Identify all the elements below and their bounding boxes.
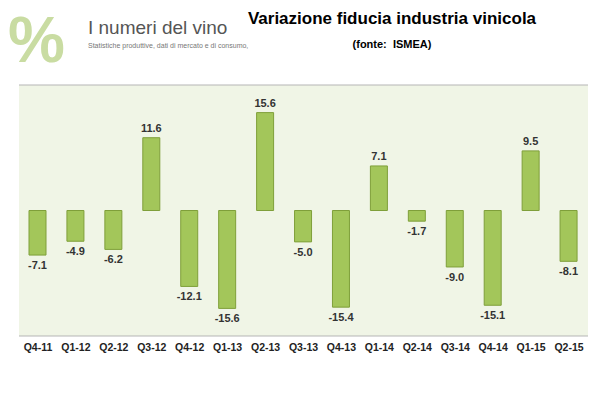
svg-text:Q2-14: Q2-14 [403,341,432,353]
svg-text:-8.1: -8.1 [559,265,578,277]
svg-text:(fonte: ISMEA): (fonte: ISMEA) [353,38,432,50]
svg-text:Variazione fiducia industria v: Variazione fiducia industria vinicola [248,9,537,28]
svg-text:Q3-14: Q3-14 [441,341,470,353]
svg-text:-4.9: -4.9 [66,245,85,257]
svg-text:Q3-13: Q3-13 [289,341,318,353]
svg-text:I numeri del vino: I numeri del vino [88,17,227,38]
svg-text:-9.0: -9.0 [445,271,464,283]
svg-text:-6.2: -6.2 [104,253,123,265]
svg-text:Q1-12: Q1-12 [61,341,90,353]
svg-text:Q4-11: Q4-11 [24,341,53,353]
svg-text:7.1: 7.1 [371,150,386,162]
svg-text:11.6: 11.6 [141,122,162,134]
svg-text:Q4-14: Q4-14 [479,341,508,353]
svg-text:-5.0: -5.0 [294,246,313,258]
svg-text:Q2-15: Q2-15 [554,341,583,353]
svg-text:%: % [8,4,65,76]
svg-text:Q3-12: Q3-12 [137,341,166,353]
svg-text:-15.1: -15.1 [480,309,505,321]
svg-text:Q2-12: Q2-12 [99,341,128,353]
svg-text:-15.6: -15.6 [215,312,240,324]
svg-text:-15.4: -15.4 [328,311,354,323]
svg-text:Q4-12: Q4-12 [175,341,204,353]
svg-text:Q2-13: Q2-13 [251,341,280,353]
svg-text:-1.7: -1.7 [407,225,426,237]
svg-text:Q1-14: Q1-14 [365,341,394,353]
svg-text:-12.1: -12.1 [177,290,202,302]
svg-text:Statistiche produttive, dati d: Statistiche produttive, dati di mercato … [88,42,248,50]
svg-text:Q1-13: Q1-13 [213,341,242,353]
svg-text:15.6: 15.6 [254,97,275,109]
svg-text:9.5: 9.5 [523,135,538,147]
svg-text:Q4-13: Q4-13 [327,341,356,353]
svg-text:Q1-15: Q1-15 [517,341,546,353]
svg-text:-7.1: -7.1 [28,259,47,271]
